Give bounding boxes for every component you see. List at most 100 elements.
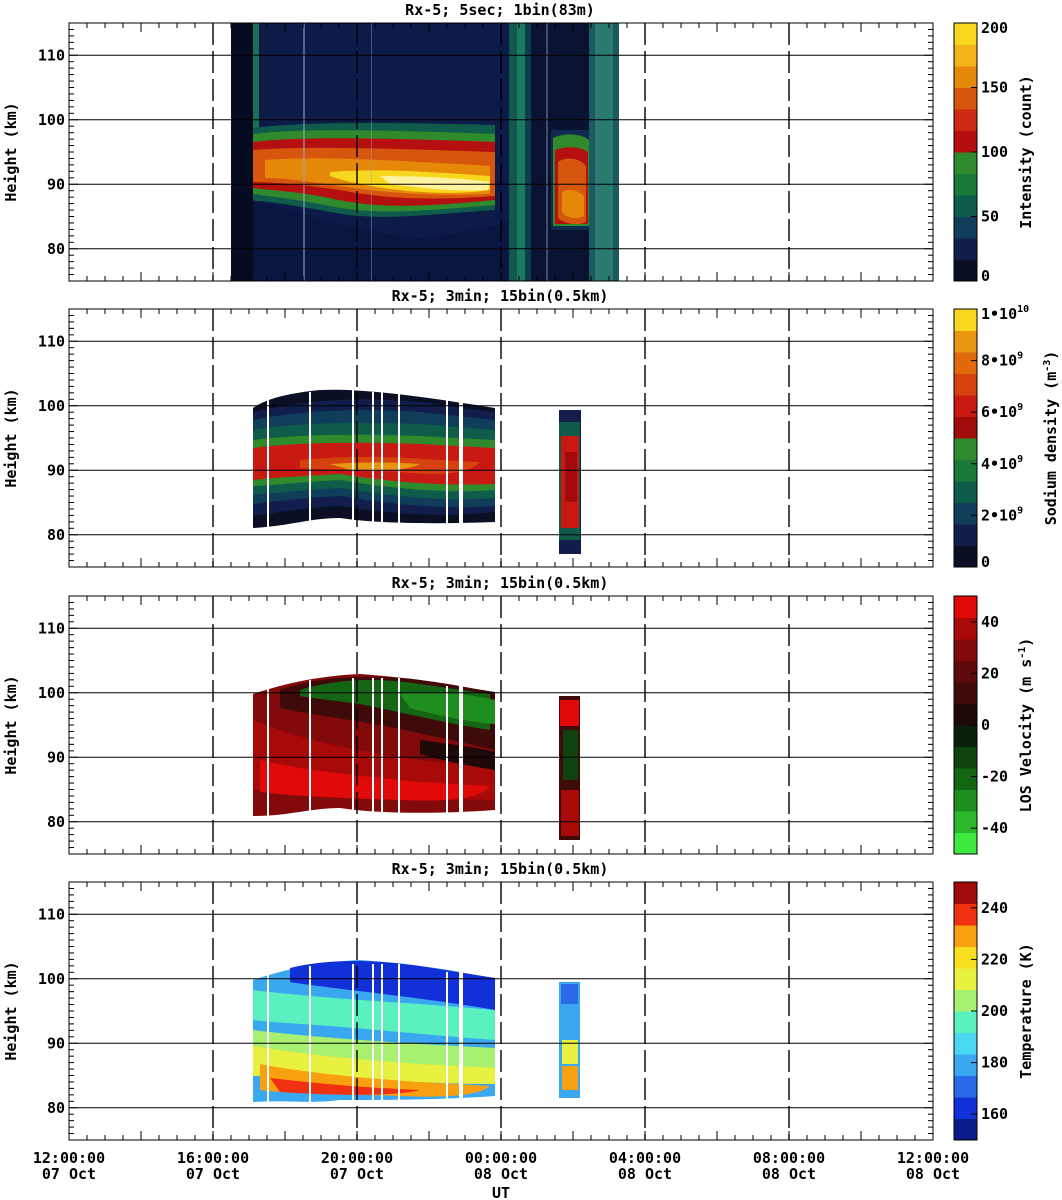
y-axis-label: Height (km) [2, 102, 20, 201]
colorbar-frame [953, 308, 978, 568]
colorbar-tick-label: -20 [981, 768, 1008, 786]
colorbar-tick-label: 200 [981, 1002, 1008, 1020]
colorbar: 160 180 200 220 240 [953, 881, 1008, 1141]
colorbar-segment [954, 373, 977, 396]
colorbar-segment [954, 811, 977, 833]
x-tick-label-time: 20:00:00 [321, 1149, 393, 1167]
los-velocity-panel: Rx-5; 3min; 15bin(0.5km) 80 90 100 110 [2, 574, 1035, 855]
colorbar-segment [954, 789, 977, 812]
heatmap-image [253, 389, 581, 560]
colorbar-tick-label: 180 [981, 1054, 1008, 1072]
colorbar-segment [954, 152, 977, 174]
y-tick-label: 110 [38, 46, 65, 64]
colorbar-segment [954, 1032, 977, 1055]
colorbar-segment [954, 352, 977, 374]
x-tick-label-date: 07 Oct [330, 1165, 384, 1183]
y-tick-label: 110 [38, 619, 65, 637]
colorbar-tick-label: -40 [981, 819, 1008, 837]
y-tick-label: 80 [47, 813, 65, 831]
colorbar-segment [954, 1075, 977, 1098]
colorbar-tick-label: 100 [981, 143, 1008, 161]
grid-lines [69, 309, 933, 567]
y-tick-label: 100 [38, 111, 65, 129]
heatmap-image [231, 23, 619, 281]
y-axis-label: Height (km) [2, 675, 20, 774]
colorbar-segment [954, 725, 977, 747]
colorbar-segment [954, 703, 977, 726]
y-axis: 80 90 100 110 [38, 595, 934, 855]
colorbar-segment [954, 903, 977, 926]
intensity-panel: Rx-5; 5sec; 1bin(83m) [2, 1, 1035, 285]
x-tick-label-time: 00:00:00 [465, 1149, 537, 1167]
colorbar-segment [954, 768, 977, 790]
colorbar-tick-label: 0 [981, 553, 990, 571]
y-tick-label: 100 [38, 970, 65, 988]
x-tick-label-time: 04:00:00 [609, 1149, 681, 1167]
colorbar-tick-label: 0 [981, 716, 990, 734]
y-axis: 80 90 100 110 [38, 308, 934, 568]
colorbar-segment [954, 416, 977, 439]
grid-lines [69, 882, 933, 1140]
colorbar-segment [954, 44, 977, 67]
colorbar: -40 -20 0 20 40 [953, 595, 1008, 855]
colorbar-segment [954, 882, 977, 904]
colorbar-segment [954, 545, 977, 568]
y-tick-label: 80 [47, 526, 65, 544]
colorbar-segment [954, 502, 977, 525]
colorbar-segment [954, 238, 977, 260]
colorbar-label: Intensity (count) [1017, 75, 1035, 229]
colorbar-tick-label: 220 [981, 950, 1008, 968]
x-tick-label-time: 16:00:00 [177, 1149, 249, 1167]
colorbar-segment [954, 639, 977, 661]
colorbar: 0 50 100 150 200 [953, 19, 1008, 285]
colorbar-segment [954, 832, 977, 855]
colorbar-segment [954, 1118, 977, 1141]
colorbar-tick-label: 0 [981, 267, 990, 285]
colorbar-label: Temperature (K) [1017, 943, 1035, 1078]
colorbar-segment [954, 87, 977, 110]
colorbar: 0 2•109 4•109 6•109 8•109 1•1010 [953, 304, 1029, 571]
y-tick-label: 80 [47, 1099, 65, 1117]
colorbar-tick-label: 2•109 [981, 505, 1023, 524]
colorbar-segment [954, 216, 977, 239]
colorbar-tick-label: 50 [981, 208, 999, 226]
y-tick-label: 100 [38, 397, 65, 415]
colorbar-segment [954, 617, 977, 640]
colorbar-segment [954, 66, 977, 88]
x-tick-label-time: 08:00:00 [753, 1149, 825, 1167]
colorbar-segment [954, 682, 977, 704]
colorbar-segment [954, 968, 977, 990]
colorbar-segment [954, 330, 977, 353]
panel-title: Rx-5; 3min; 15bin(0.5km) [392, 287, 609, 305]
colorbar-segment [954, 309, 977, 331]
colorbar-label: Sodium density (m-3) [1042, 351, 1060, 526]
colorbar-tick-label: 6•109 [981, 402, 1023, 421]
heatmap-image [253, 960, 580, 1106]
colorbar-segment [954, 23, 977, 45]
y-tick-label: 90 [47, 461, 65, 479]
colorbar-tick-label: 40 [981, 613, 999, 631]
colorbar-tick-label: 240 [981, 899, 1008, 917]
x-tick-label-date: 07 Oct [186, 1165, 240, 1183]
panel-title: Rx-5; 5sec; 1bin(83m) [405, 1, 595, 19]
x-axis-label: UT [492, 1184, 510, 1200]
colorbar-tick-label: 200 [981, 19, 1008, 37]
x-tick-label-time: 12:00:00 [33, 1149, 105, 1167]
x-tick-label-time: 12:00:00 [897, 1149, 969, 1167]
colorbar-segment [954, 481, 977, 503]
colorbar-tick-label: 150 [981, 79, 1008, 97]
heatmap-image [253, 674, 580, 840]
colorbar-segment [954, 1054, 977, 1076]
colorbar-segment [954, 195, 977, 217]
colorbar-segment [954, 660, 977, 683]
y-tick-label: 100 [38, 684, 65, 702]
colorbar-segment [954, 925, 977, 947]
y-axis-label: Height (km) [2, 961, 20, 1060]
panel-title: Rx-5; 3min; 15bin(0.5km) [392, 860, 609, 878]
colorbar-tick-label: 20 [981, 664, 999, 682]
y-axis: 80 90 100 110 [38, 881, 934, 1141]
colorbar-label: LOS Velocity (m s-1) [1017, 638, 1035, 813]
colorbar-segment [954, 596, 977, 618]
colorbar-tick-label: 160 [981, 1105, 1008, 1123]
